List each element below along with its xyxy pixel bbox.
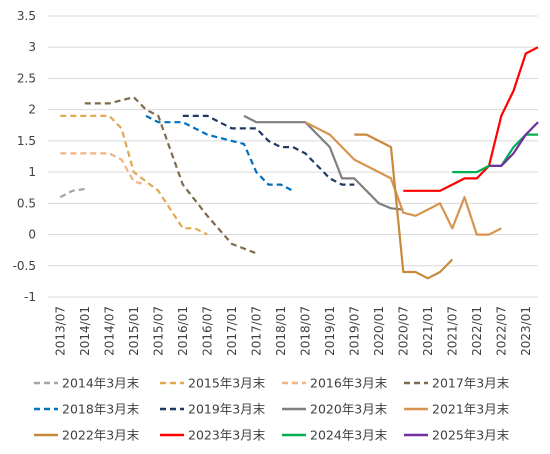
y-tick-label: 3 [28, 40, 36, 54]
x-tick-label: 2015/01 [127, 306, 141, 356]
x-tick-label: 2019/07 [347, 306, 361, 356]
series-line-8 [304, 121, 502, 236]
x-tick-label: 2017/01 [225, 306, 239, 356]
series-lines [59, 46, 539, 280]
x-tick-label: 2018/07 [298, 306, 312, 356]
legend-label: 2015年3月末 [188, 376, 266, 391]
legend-label: 2019年3月末 [188, 402, 266, 417]
series-line-5 [145, 114, 294, 192]
x-tick-label: 2013/07 [53, 306, 67, 356]
series-line-1 [59, 187, 85, 199]
x-tick-label: 2022/07 [494, 306, 508, 356]
legend-label: 2017年3月末 [432, 376, 510, 391]
x-tick-label: 2021/07 [445, 306, 459, 356]
y-tick-label: 2.5 [17, 71, 36, 85]
series-line-4 [84, 96, 257, 255]
y-tick-label: 1 [28, 165, 36, 179]
x-tick-label: 2020/01 [372, 306, 386, 356]
y-tick-label: 0.5 [17, 196, 36, 210]
y-tick-label: 3.5 [17, 9, 36, 23]
x-tick-label: 2014/07 [102, 306, 116, 356]
x-tick-label: 2016/07 [200, 306, 214, 356]
y-axis: -1 -0.5 0 0.5 1 1.5 2 2.5 3 3.5 [13, 9, 36, 304]
x-tick-label: 2015/07 [151, 306, 165, 356]
legend-label: 2018年3月末 [62, 402, 140, 417]
grid [48, 15, 538, 298]
x-tick-label: 2016/01 [176, 306, 190, 356]
legend-label: 2016年3月末 [310, 376, 388, 391]
x-tick-label: 2019/01 [323, 306, 337, 356]
series-line-12 [489, 121, 539, 167]
x-tick-label: 2014/01 [78, 306, 92, 356]
series-line-9 [354, 133, 454, 280]
x-tick-label: 2018/01 [274, 306, 288, 356]
series-line-3 [60, 152, 147, 186]
y-tick-label: 1.5 [17, 134, 36, 148]
legend-label: 2021年3月末 [432, 402, 510, 417]
x-tick-label: 2023/01 [519, 306, 533, 356]
series-line-7 [243, 114, 404, 211]
series-line-6 [182, 114, 355, 186]
y-tick-label: 2 [28, 103, 36, 117]
series-line-2 [60, 114, 208, 236]
x-tick-label: 2017/07 [249, 306, 263, 356]
x-tick-label: 2020/07 [396, 306, 410, 356]
x-axis: 2013/07 2014/01 2014/07 2015/01 2015/07 2016/… [53, 306, 533, 356]
y-tick-label: -1 [24, 290, 36, 304]
legend-label: 2014年3月末 [62, 376, 140, 391]
y-tick-label: -0.5 [13, 259, 36, 273]
legend-label: 2025年3月末 [432, 428, 510, 443]
y-tick-label: 0 [28, 228, 36, 242]
legend-label: 2022年3月末 [62, 428, 140, 443]
x-tick-label: 2022/01 [470, 306, 484, 356]
legend-label: 2020年3月末 [310, 402, 388, 417]
series-line-10 [403, 46, 539, 192]
legend-label: 2023年3月末 [188, 428, 266, 443]
legend: 2014年3月末 2015年3月末 2016年3月末 2017年3月末 2018年3月末… [34, 376, 510, 443]
legend-label: 2024年3月末 [310, 428, 388, 443]
x-tick-label: 2021/01 [421, 306, 435, 356]
